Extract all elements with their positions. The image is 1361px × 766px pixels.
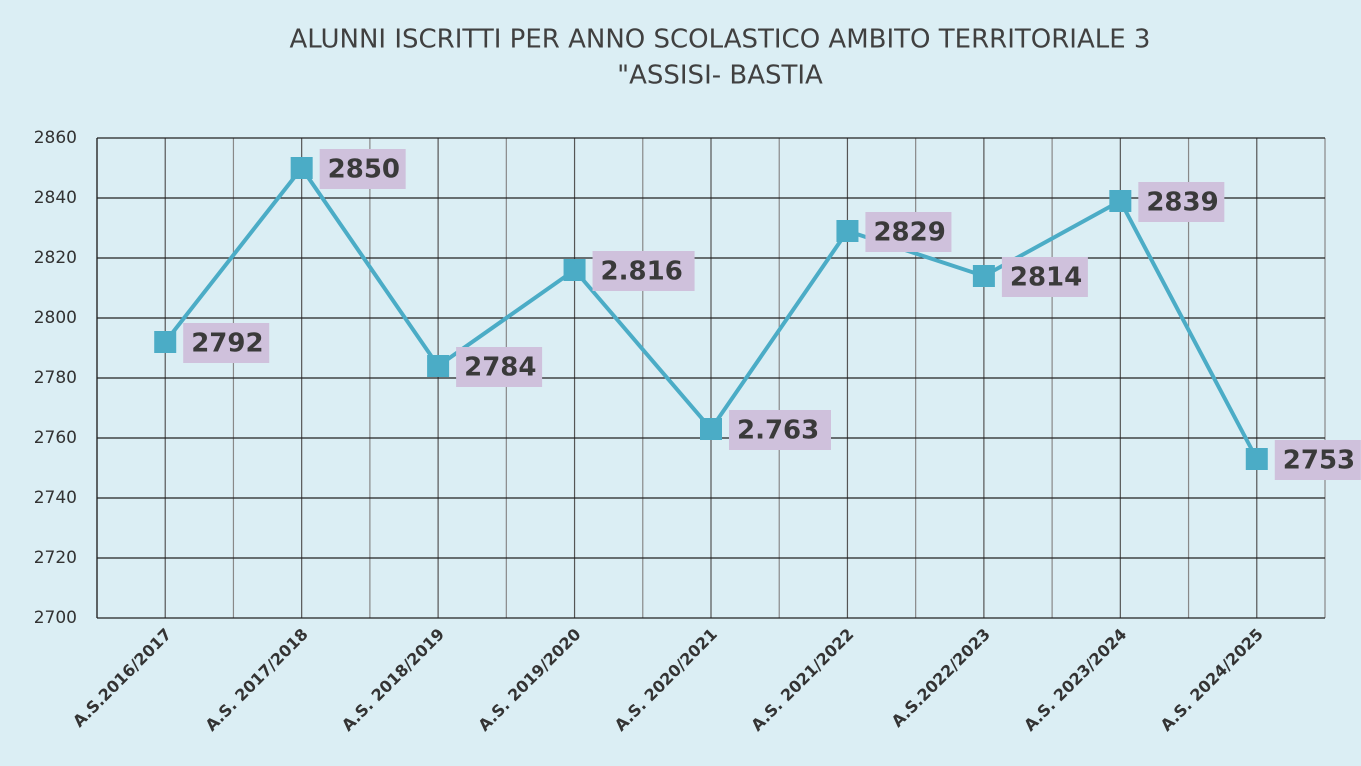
chart-title: "ASSISI- BASTIA xyxy=(617,61,823,91)
marker xyxy=(972,265,995,287)
chart-title: ALUNNI ISCRITTI PER ANNO SCOLASTICO AMBI… xyxy=(290,25,1151,55)
data-label: 2753 xyxy=(1283,446,1355,476)
marker xyxy=(836,220,859,242)
data-label: 2.763 xyxy=(737,416,819,446)
marker xyxy=(290,157,313,179)
y-tick-label: 2700 xyxy=(34,608,77,628)
data-label: 2784 xyxy=(464,353,536,383)
data-label-box xyxy=(319,149,406,189)
y-tick-label: 2840 xyxy=(34,188,77,208)
data-label-box xyxy=(592,251,695,291)
y-tick-label: 2860 xyxy=(34,128,77,148)
data-label: 2.816 xyxy=(601,257,683,287)
data-label-box xyxy=(456,347,543,387)
marker xyxy=(700,418,722,440)
marker xyxy=(1109,190,1132,212)
marker xyxy=(1245,448,1268,470)
data-label-box xyxy=(183,323,270,363)
data-label-box xyxy=(865,212,952,252)
data-label: 2829 xyxy=(873,218,945,248)
marker xyxy=(427,355,450,377)
y-tick-label: 2800 xyxy=(34,308,77,328)
y-tick-label: 2740 xyxy=(34,488,77,508)
data-label-box xyxy=(1274,440,1361,480)
marker xyxy=(563,259,586,281)
data-label: 2814 xyxy=(1010,263,1082,293)
y-tick-label: 2720 xyxy=(34,548,77,568)
y-tick-label: 2780 xyxy=(34,368,77,388)
data-label-box xyxy=(1001,257,1088,297)
y-tick-label: 2820 xyxy=(34,248,77,268)
data-label-box xyxy=(1138,182,1225,222)
marker xyxy=(154,331,177,353)
data-label: 2839 xyxy=(1146,188,1218,218)
y-tick-label: 2760 xyxy=(34,428,77,448)
data-label: 2850 xyxy=(328,155,400,185)
data-label: 2792 xyxy=(191,329,263,359)
data-label-box xyxy=(729,410,831,450)
